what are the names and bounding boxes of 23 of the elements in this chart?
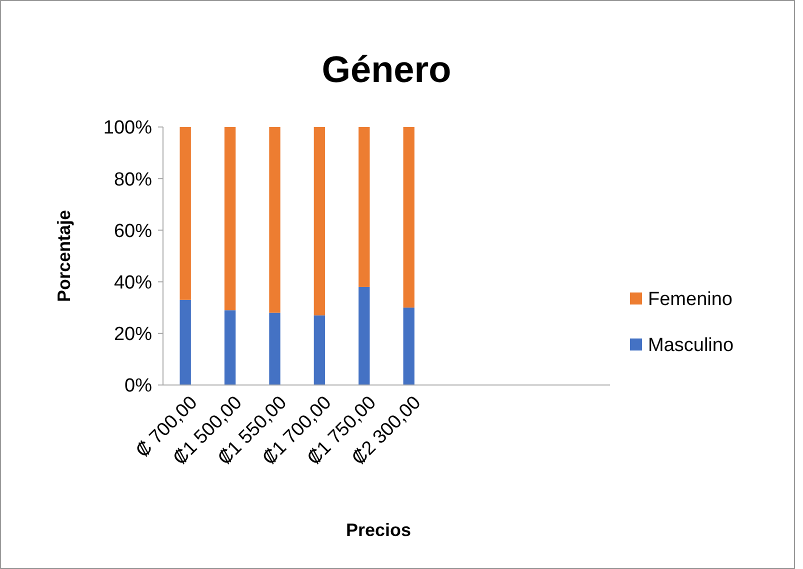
bar bbox=[180, 300, 191, 385]
bar bbox=[224, 127, 236, 310]
y-tick-label: 80% bbox=[114, 169, 152, 190]
y-tick-label: 40% bbox=[114, 272, 152, 294]
legend-label: Femenino bbox=[648, 289, 732, 310]
y-tick-label: 20% bbox=[114, 324, 152, 346]
bar bbox=[358, 127, 370, 287]
y-tick-label: 0% bbox=[124, 376, 152, 397]
bar bbox=[180, 127, 191, 300]
bar bbox=[358, 286, 370, 385]
x-axis-title: Precios bbox=[346, 520, 412, 540]
bar bbox=[269, 127, 280, 313]
legend-label: Masculino bbox=[648, 335, 734, 356]
bar bbox=[224, 310, 236, 385]
bar bbox=[314, 315, 326, 385]
bar bbox=[403, 127, 414, 308]
y-tick-label: 100% bbox=[103, 118, 152, 139]
bar bbox=[403, 308, 414, 385]
y-tick-label: 60% bbox=[114, 220, 152, 242]
bar bbox=[314, 127, 326, 316]
chart-title: Género bbox=[322, 49, 452, 90]
y-axis-title: Porcentaje bbox=[54, 210, 74, 302]
bar bbox=[269, 312, 280, 385]
